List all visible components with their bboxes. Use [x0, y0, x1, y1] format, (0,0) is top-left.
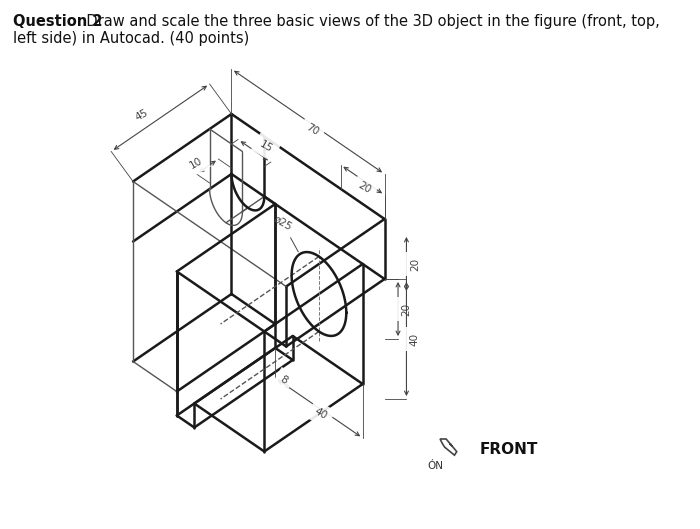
Text: . Draw and scale the three basic views of the 3D object in the figure (front, to: . Draw and scale the three basic views o…	[76, 14, 659, 29]
Text: 15: 15	[258, 139, 274, 154]
Text: 40: 40	[410, 332, 420, 345]
Text: 40: 40	[312, 406, 329, 422]
Polygon shape	[440, 439, 456, 455]
Text: 10: 10	[188, 156, 204, 171]
Text: Question 2: Question 2	[13, 14, 102, 29]
Text: FRONT: FRONT	[480, 442, 538, 457]
Text: 20: 20	[402, 303, 412, 316]
Text: 45: 45	[134, 107, 150, 122]
Text: 20: 20	[356, 180, 372, 196]
Text: ø25: ø25	[272, 214, 298, 252]
Text: 8: 8	[279, 374, 289, 386]
Text: left side) in Autocad. (40 points): left side) in Autocad. (40 points)	[13, 31, 249, 46]
Text: 20: 20	[410, 258, 420, 270]
Text: ÓN: ÓN	[427, 461, 443, 471]
Text: 70: 70	[304, 122, 321, 137]
